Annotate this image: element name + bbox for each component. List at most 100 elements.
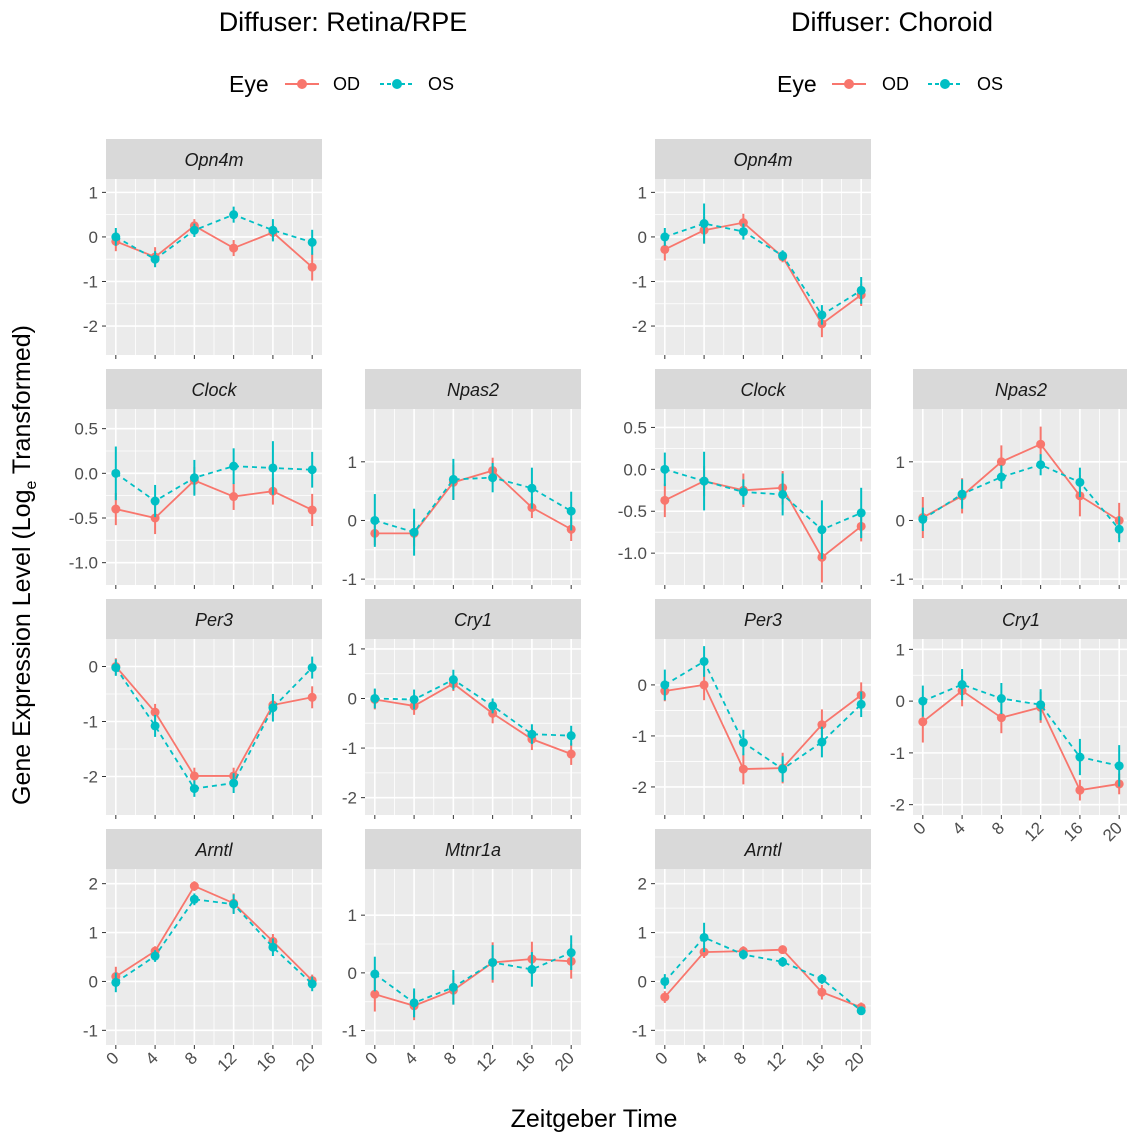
series-line-os — [922, 463, 1120, 530]
data-point-os — [229, 899, 239, 909]
y-tick-label: -1 — [83, 272, 98, 291]
data-point-os — [488, 957, 498, 967]
data-point-os — [150, 254, 160, 264]
facet-label: Per3 — [744, 610, 782, 630]
data-point-os — [699, 932, 709, 942]
data-point-os — [370, 969, 380, 979]
facet-label: Clock — [740, 380, 786, 400]
data-point-os — [111, 977, 121, 987]
x-tick-label: 8 — [730, 1048, 750, 1068]
y-tick-label: 1 — [896, 453, 905, 472]
y-tick-label: -2 — [632, 778, 647, 797]
y-tick-label: 0 — [638, 676, 647, 695]
data-point-os — [448, 474, 458, 484]
facet-label: Cry1 — [454, 610, 492, 630]
y-tick-label: -1 — [342, 570, 357, 589]
data-point-os — [996, 472, 1006, 482]
facet-label: Cry1 — [1002, 610, 1040, 630]
x-tick-label: 0 — [103, 1048, 123, 1068]
data-point-os — [699, 476, 709, 486]
series-line-od — [115, 665, 313, 777]
y-tick-label: 0.5 — [74, 420, 98, 439]
data-point-os — [150, 496, 160, 506]
data-point-os — [856, 285, 866, 295]
data-point-os — [918, 514, 928, 524]
data-point-os — [566, 506, 576, 516]
y-tick-label: 1 — [896, 640, 905, 659]
facet-strip — [655, 829, 871, 869]
data-point-od — [699, 680, 709, 690]
data-point-os — [268, 463, 278, 473]
facet-label: Opn4m — [184, 150, 243, 170]
data-point-od — [229, 492, 239, 502]
series-line-od — [664, 480, 862, 559]
facet-strip — [106, 369, 322, 409]
legend-od-point — [297, 79, 307, 89]
data-point-od — [918, 717, 928, 727]
y-tick-label: -1 — [342, 1022, 357, 1041]
y-tick-label: 0 — [638, 228, 647, 247]
data-point-od — [660, 495, 670, 505]
data-point-os — [566, 948, 576, 958]
y-tick-label: -2 — [632, 317, 647, 336]
data-point-od — [307, 262, 317, 272]
data-point-os — [856, 1006, 866, 1016]
y-tick-label: -1 — [890, 744, 905, 763]
data-point-os — [856, 508, 866, 518]
facet-label: Npas2 — [447, 380, 499, 400]
series-line-od — [922, 443, 1120, 522]
panels: Opn4m -2 -1 0 1 Clock -1.0 -0.5 0.0 0.5 Npas2 -1 0 1 P… — [69, 139, 1127, 1075]
data-point-os — [660, 680, 670, 690]
panel-clock-choroid: Clock -1.0 -0.5 0.0 0.5 — [618, 369, 871, 589]
data-point-od — [817, 987, 827, 997]
legend-os-label: OS — [428, 74, 454, 94]
data-point-os — [409, 694, 419, 704]
data-point-os — [1036, 460, 1046, 470]
series-line-os — [374, 951, 572, 1004]
legend-title: Eye — [229, 71, 269, 97]
data-point-os — [307, 237, 317, 247]
panel-per3-choroid: Per3 -2 -1 0 — [632, 599, 871, 819]
x-tick-label: 0 — [652, 1048, 672, 1068]
y-tick-label: 2 — [638, 875, 647, 894]
series-line-os — [374, 476, 572, 534]
x-tick-label: 4 — [949, 818, 969, 838]
facet-label: Npas2 — [995, 380, 1047, 400]
data-point-od — [996, 457, 1006, 467]
x-tick-label: 16 — [1060, 818, 1087, 845]
legend-title: Eye — [777, 71, 817, 97]
data-point-od — [307, 505, 317, 515]
x-axis-title: Zeitgeber Time — [511, 1105, 678, 1133]
data-point-os — [448, 982, 458, 992]
facet-strip — [106, 139, 322, 179]
x-tick-label: 12 — [763, 1048, 790, 1075]
data-point-od — [660, 244, 670, 254]
series-line-os — [115, 898, 313, 985]
data-point-od — [738, 218, 748, 228]
facet-strip — [913, 599, 1127, 639]
legend-retina: Eye OD OS — [229, 71, 454, 97]
data-point-os — [738, 227, 748, 237]
facet-strip — [365, 829, 581, 869]
series-line-od — [115, 224, 313, 268]
data-point-os — [738, 738, 748, 748]
data-point-os — [778, 251, 788, 261]
data-point-os — [660, 976, 670, 986]
data-point-os — [150, 951, 160, 961]
data-point-os — [778, 957, 788, 967]
y-tick-label: -0.5 — [69, 509, 98, 528]
data-point-os — [229, 461, 239, 471]
data-point-od — [189, 771, 199, 781]
data-point-os — [488, 701, 498, 711]
panel-npas2-retina: Npas2 -1 0 1 — [342, 369, 581, 589]
y-tick-label: 0 — [896, 692, 905, 711]
x-tick-label: 20 — [551, 1048, 578, 1075]
data-point-os — [448, 675, 458, 685]
data-point-os — [111, 663, 121, 673]
x-tick-label: 4 — [691, 1048, 711, 1068]
data-point-od — [111, 504, 121, 514]
data-point-os — [527, 964, 537, 974]
